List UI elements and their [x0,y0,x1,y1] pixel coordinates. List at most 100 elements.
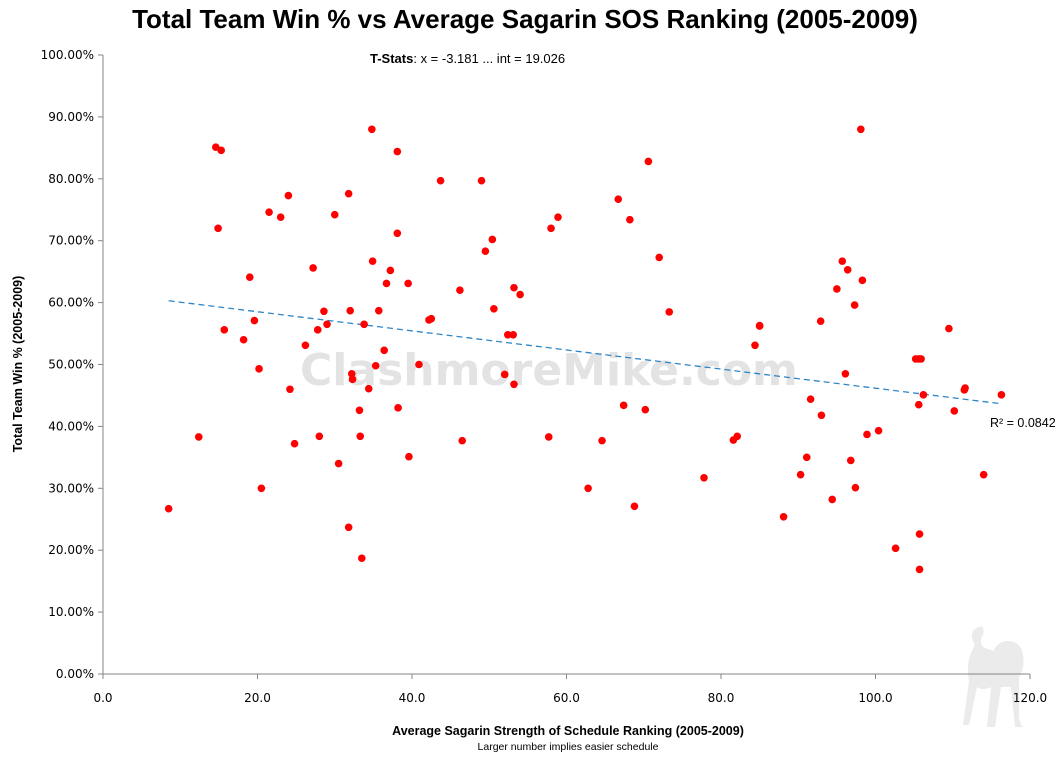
x-axis-label: Average Sagarin Strength of Schedule Ran… [392,724,744,738]
data-point [816,317,825,325]
data-point [554,213,562,221]
data-point [802,453,811,462]
data-point [997,391,1006,399]
x-tick-label: 60.0 [553,691,580,705]
data-point [284,191,293,200]
data-point [843,265,852,274]
x-axis-sublabel: Larger number implies easier schedule [478,741,659,753]
axes: 0.00%10.00%20.00%30.00%40.00%50.00%60.00… [41,48,1048,705]
data-point [356,432,365,441]
data-point [456,286,464,295]
data-point [751,341,759,350]
data-point [779,512,788,521]
data-point [516,290,524,299]
data-point [584,484,592,493]
t-stats-value: : x = -3.181 ... int = 19.026 [413,51,565,66]
data-point [415,360,423,369]
data-point [510,380,518,389]
data-point [313,326,322,334]
data-point [915,530,924,538]
data-point [490,304,498,313]
data-point [850,301,859,309]
data-point [368,257,377,265]
data-point [357,554,366,563]
data-point [851,483,860,492]
data-point [250,316,259,325]
x-tick-label: 100.0 [858,691,892,705]
data-point [891,544,900,553]
x-tick-label: 80.0 [708,691,735,705]
data-point [323,320,331,329]
y-tick-label: 10.00% [48,605,94,619]
data-point [436,176,445,185]
data-point [500,370,509,379]
data-point [919,391,928,399]
data-point [394,404,402,412]
chart-title: Total Team Win % vs Average Sagarin SOS … [132,4,918,34]
data-point [255,365,263,373]
y-tick-label: 20.00% [48,543,94,557]
data-point [644,157,653,166]
data-point [404,279,412,288]
y-tick-label: 60.00% [48,296,94,310]
t-stats-label: T-Stats [370,51,413,66]
data-point [393,229,402,238]
data-point [655,253,663,262]
data-point [427,314,436,323]
data-point [544,433,553,441]
data-point [614,195,623,204]
data-point [619,401,628,410]
t-stats-annotation: T-Stats: x = -3.181 ... int = 19.026 [370,51,565,66]
data-point [817,411,826,420]
y-tick-label: 30.00% [48,481,94,495]
data-point [547,224,555,233]
data-point [380,346,388,355]
data-point [309,264,317,272]
data-point [320,307,328,316]
data-point [220,326,229,334]
data-point [846,456,855,465]
data-point [330,210,339,219]
data-point [858,276,867,285]
data-point [301,341,310,350]
data-point [346,306,355,315]
data-point [334,459,343,468]
data-point [405,452,413,461]
data-point [509,330,517,339]
data-points [164,125,1006,574]
data-point [755,321,764,330]
data-point [733,432,742,441]
data-point [665,308,674,316]
y-tick-label: 70.00% [48,234,94,248]
data-point [257,484,266,493]
data-point [630,502,639,511]
data-point [355,406,364,415]
data-point [386,266,395,275]
data-point [458,436,467,445]
data-point [833,285,841,293]
data-point [347,369,356,378]
data-point [265,208,273,217]
data-point [214,224,222,233]
y-tick-label: 90.00% [48,110,94,124]
data-point [488,235,497,244]
data-point [344,523,353,532]
data-point [806,395,815,403]
y-tick-label: 0.00% [56,667,94,681]
data-point [374,306,383,315]
data-point [194,433,203,441]
data-point [950,407,959,415]
x-tick-label: 20.0 [244,691,271,705]
data-point [503,330,512,339]
y-tick-label: 50.00% [48,358,94,372]
r-squared-label: R² = 0.0842 [990,416,1056,430]
data-point [598,436,606,445]
data-point [828,495,837,504]
data-point [838,257,847,265]
data-point [874,426,883,435]
dog-watermark-icon [963,626,1024,727]
y-axis-label: Total Team Win % (2005-2009) [11,276,25,453]
data-point [917,355,925,363]
y-tick-label: 100.00% [41,48,94,62]
